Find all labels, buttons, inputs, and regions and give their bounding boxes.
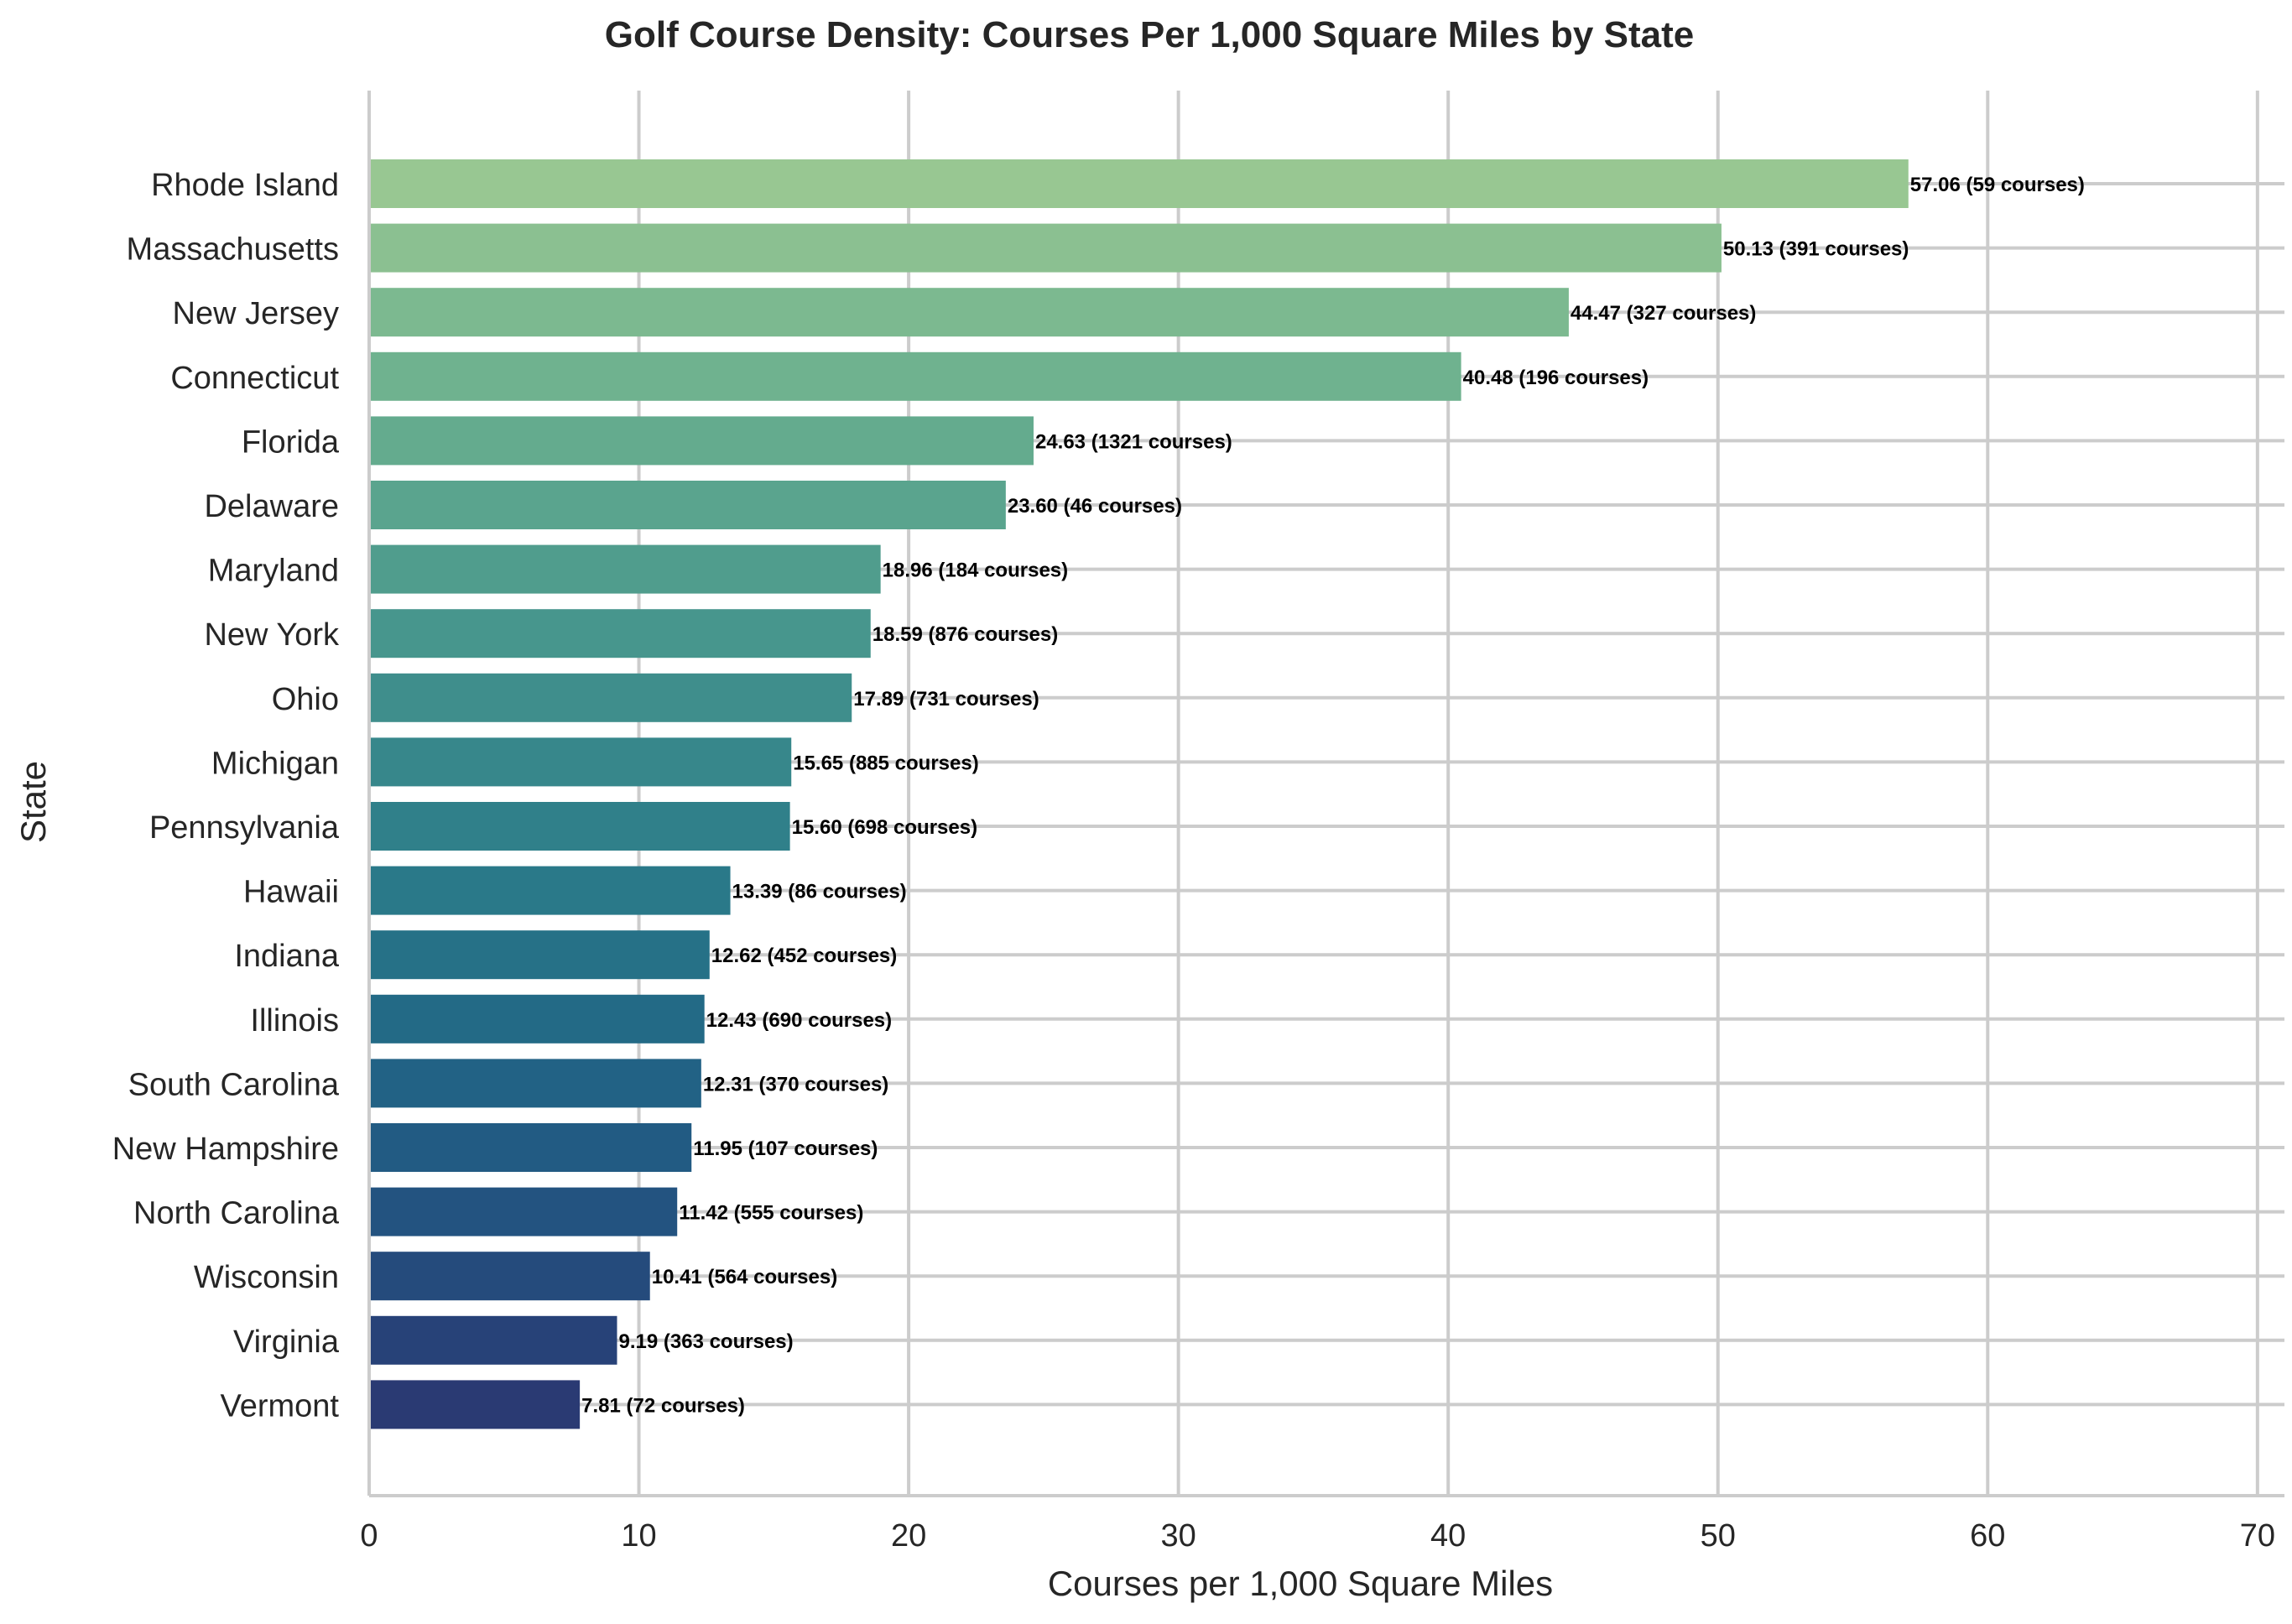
bar	[369, 930, 710, 980]
bar-value-label: 15.65 (885 courses)	[793, 752, 978, 774]
x-axis-label: Courses per 1,000 Square Miles	[1048, 1564, 1553, 1603]
bar	[369, 544, 881, 594]
bar	[369, 159, 1909, 208]
x-tick-label: 0	[360, 1518, 378, 1554]
bar	[369, 1059, 701, 1108]
y-tick-label: Ohio	[272, 682, 339, 717]
bar-value-label: 7.81 (72 courses)	[581, 1394, 745, 1417]
y-tick-label: New York	[204, 617, 340, 653]
bar	[369, 223, 1722, 273]
bar	[369, 1315, 617, 1365]
bar-value-label: 44.47 (327 courses)	[1571, 302, 1756, 325]
bar	[369, 1123, 692, 1172]
y-tick-label: Delaware	[204, 489, 339, 524]
bar-value-label: 10.41 (564 courses)	[652, 1266, 837, 1288]
chart-title: Golf Course Density: Courses Per 1,000 S…	[605, 14, 1694, 55]
bar	[369, 866, 731, 915]
bar-value-label: 40.48 (196 courses)	[1463, 367, 1649, 389]
bar-value-label: 18.96 (184 courses)	[883, 560, 1068, 582]
y-tick-label: Maryland	[208, 554, 339, 589]
bar-value-label: 13.39 (86 courses)	[732, 881, 907, 903]
bar	[369, 351, 1461, 401]
bar-value-label: 24.63 (1321 courses)	[1035, 430, 1232, 453]
y-tick-label: Vermont	[220, 1388, 339, 1424]
bar-labels: 57.06 (59 courses) 50.13 (391 courses) 44.…	[581, 174, 2085, 1417]
y-tick-label: Rhode Island	[151, 168, 339, 203]
x-tick-label: 30	[1161, 1518, 1196, 1554]
y-tick-label: Illinois	[250, 1003, 339, 1038]
bar	[369, 737, 792, 787]
y-tick-label: Florida	[242, 424, 340, 460]
y-axis-tick-labels: Rhode Island Massachusetts New Jersey Conne…	[112, 168, 340, 1424]
bar-value-label: 12.43 (690 courses)	[706, 1009, 892, 1032]
y-tick-label: Massachusetts	[127, 232, 339, 268]
bar-value-label: 57.06 (59 courses)	[1910, 174, 2085, 196]
bar-value-label: 9.19 (363 courses)	[619, 1330, 794, 1353]
bar	[369, 1380, 581, 1429]
y-tick-label: North Carolina	[133, 1196, 340, 1231]
x-tick-label: 50	[1701, 1518, 1736, 1554]
y-tick-label: Michigan	[211, 746, 339, 781]
y-axis-label: State	[13, 761, 53, 843]
x-tick-label: 70	[2240, 1518, 2275, 1554]
bar	[369, 609, 871, 658]
bar	[369, 1252, 650, 1301]
x-tick-label: 10	[621, 1518, 656, 1554]
bar	[369, 416, 1034, 466]
bar	[369, 1187, 678, 1236]
y-tick-label: Hawaii	[243, 875, 339, 910]
bar	[369, 994, 705, 1044]
bar-value-label: 12.31 (370 courses)	[703, 1073, 888, 1096]
y-tick-label: New Hampshire	[112, 1132, 339, 1167]
x-axis-tick-labels: 0 10 20 30 40 50 60 70	[360, 1518, 2275, 1554]
y-tick-label: Wisconsin	[194, 1260, 339, 1295]
y-tick-label: Indiana	[234, 939, 340, 974]
y-tick-label: South Carolina	[128, 1067, 340, 1102]
x-tick-label: 40	[1430, 1518, 1466, 1554]
bar-value-label: 18.59 (876 courses)	[873, 623, 1058, 646]
bar-value-label: 11.95 (107 courses)	[693, 1137, 878, 1160]
bar	[369, 673, 852, 722]
bar-value-label: 11.42 (555 courses)	[679, 1202, 863, 1225]
y-tick-label: Virginia	[233, 1325, 340, 1360]
x-tick-label: 60	[1970, 1518, 2005, 1554]
bar-value-label: 12.62 (452 courses)	[711, 945, 897, 967]
bars	[369, 159, 1909, 1429]
bar	[369, 288, 1569, 337]
y-tick-label: New Jersey	[173, 296, 340, 331]
bar	[369, 481, 1006, 529]
bar-value-label: 15.60 (698 courses)	[792, 816, 977, 839]
bar-value-label: 23.60 (46 courses)	[1008, 495, 1182, 518]
y-tick-label: Pennsylvania	[149, 810, 340, 846]
y-tick-label: Connecticut	[170, 361, 339, 396]
bar-value-label: 50.13 (391 courses)	[1723, 238, 1909, 261]
bar	[369, 802, 790, 851]
bar-value-label: 17.89 (731 courses)	[853, 688, 1039, 710]
x-tick-label: 20	[891, 1518, 926, 1554]
